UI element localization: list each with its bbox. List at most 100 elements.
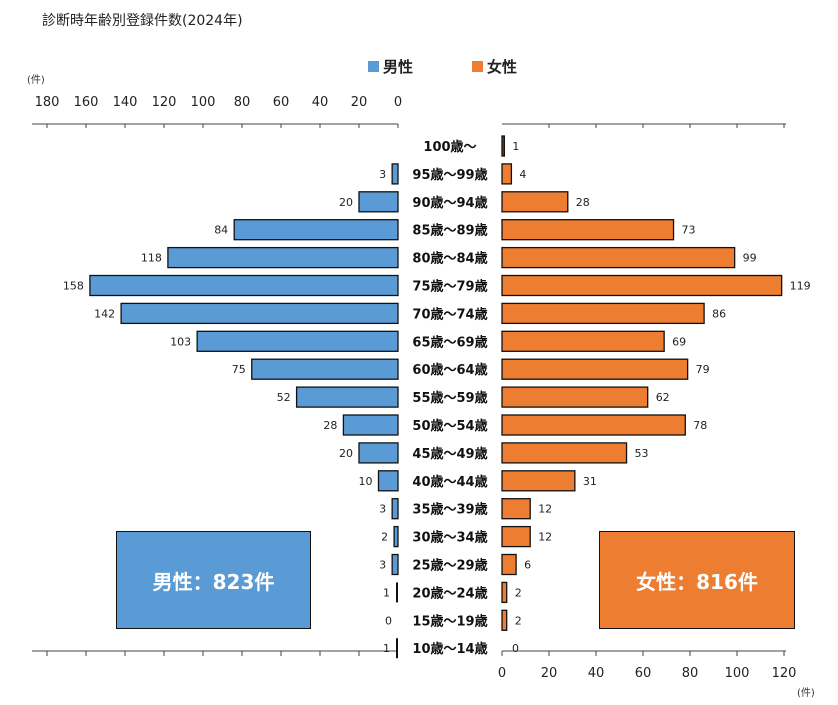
male-data-label: 158	[63, 280, 84, 293]
female-bar	[501, 163, 513, 185]
category-label: 30歳～34歳	[412, 530, 487, 546]
male-bar	[167, 246, 399, 269]
legend-male-label: 男性	[383, 58, 414, 76]
male-total-box: 男性：823件	[116, 531, 311, 629]
legend-female-label: 女性	[487, 58, 518, 76]
male-bar	[233, 219, 399, 241]
female-total-box: 女性：816件	[599, 531, 795, 629]
legend-female-swatch	[472, 61, 483, 72]
male-data-label: 3	[379, 503, 386, 516]
male-data-label: 3	[379, 168, 386, 181]
female-data-label: 1	[512, 140, 519, 153]
female-axis-tick-label: 0	[498, 666, 506, 681]
male-bar	[358, 442, 399, 464]
male-data-label: 0	[385, 614, 392, 627]
male-bar	[391, 163, 399, 185]
category-label: 35歳～39歳	[412, 502, 487, 518]
female-data-label: 12	[538, 531, 552, 544]
male-bar	[391, 498, 399, 520]
female-bar	[501, 470, 576, 492]
male-data-label: 103	[170, 335, 191, 348]
female-data-label: 2	[515, 614, 522, 627]
male-axis-tick-label: 180	[35, 95, 60, 110]
female-axis-tick-label: 120	[772, 666, 797, 681]
male-axis-tick-label: 160	[74, 95, 99, 110]
male-bar	[342, 414, 399, 436]
female-data-label: 119	[790, 280, 811, 293]
male-data-label: 1	[383, 642, 390, 655]
female-bar	[501, 525, 531, 548]
legend-female: 女性	[472, 56, 517, 77]
category-label: 65歳～69歳	[412, 334, 487, 350]
category-label: 40歳～44歳	[412, 474, 487, 490]
female-axis-tick-label: 80	[682, 666, 699, 681]
male-axis-tick-label: 20	[351, 95, 368, 110]
category-label: 15歳～19歳	[412, 613, 487, 629]
male-bar	[358, 191, 399, 213]
unit-bottom: (件)	[797, 688, 815, 699]
category-label: 10歳～14歳	[412, 641, 487, 657]
female-bar	[501, 414, 686, 436]
category-label: 75歳～79歳	[412, 279, 487, 295]
category-label: 45歳～49歳	[412, 446, 487, 462]
female-bar	[501, 498, 531, 520]
female-axis-tick-label: 40	[588, 666, 605, 681]
category-label: 85歳～89歳	[412, 223, 487, 239]
male-data-label: 75	[232, 363, 246, 376]
female-data-label: 79	[696, 363, 710, 376]
male-data-label: 84	[214, 224, 228, 237]
male-bar	[396, 582, 398, 603]
female-data-label: 28	[576, 196, 590, 209]
male-data-label: 20	[339, 196, 353, 209]
male-axis-tick-label: 140	[113, 95, 138, 110]
female-bar	[501, 581, 508, 604]
female-data-label: 31	[583, 475, 597, 488]
male-data-label: 142	[94, 307, 115, 320]
male-data-label: 20	[339, 447, 353, 460]
male-bar	[251, 358, 399, 380]
male-data-label: 10	[359, 475, 373, 488]
male-axis-tick-label: 120	[152, 95, 177, 110]
male-bar	[396, 638, 398, 659]
female-bar	[501, 609, 508, 631]
male-axis-tick-label: 80	[234, 95, 251, 110]
female-data-label: 53	[635, 447, 649, 460]
category-label: 100歳～	[423, 139, 476, 155]
male-axis-tick-label: 40	[312, 95, 329, 110]
female-bar	[501, 219, 675, 241]
female-bar	[501, 246, 736, 269]
female-axis-tick-label: 20	[541, 666, 558, 681]
male-data-label: 118	[141, 252, 162, 265]
male-bar	[295, 386, 399, 408]
female-data-label: 2	[515, 586, 522, 599]
male-data-label: 1	[383, 586, 390, 599]
female-axis-tick-label: 100	[725, 666, 750, 681]
male-data-label: 28	[323, 419, 337, 432]
male-bar	[120, 302, 399, 325]
male-data-label: 2	[381, 531, 388, 544]
female-bar	[501, 386, 649, 408]
female-data-label: 6	[524, 559, 531, 572]
male-data-label: 52	[277, 391, 291, 404]
male-bar	[377, 470, 399, 492]
category-label: 90歳～94歳	[412, 195, 487, 211]
female-data-label: 78	[693, 419, 707, 432]
female-bar	[501, 442, 628, 464]
category-label: 60歳～64歳	[412, 362, 487, 378]
female-bar	[501, 302, 705, 325]
category-label: 20歳～24歳	[412, 585, 487, 601]
category-label: 95歳～99歳	[412, 167, 487, 183]
female-data-label: 0	[512, 642, 519, 655]
female-data-label: 62	[656, 391, 670, 404]
male-bar	[393, 525, 399, 548]
female-data-label: 86	[712, 307, 726, 320]
female-bar	[501, 553, 517, 576]
female-bar	[501, 191, 569, 213]
female-axis-tick-label: 60	[635, 666, 652, 681]
male-axis-tick-label: 0	[394, 95, 402, 110]
category-label: 55歳～59歳	[412, 390, 487, 406]
female-bar	[501, 330, 665, 352]
male-axis-tick-label: 60	[273, 95, 290, 110]
male-bar	[391, 553, 399, 576]
